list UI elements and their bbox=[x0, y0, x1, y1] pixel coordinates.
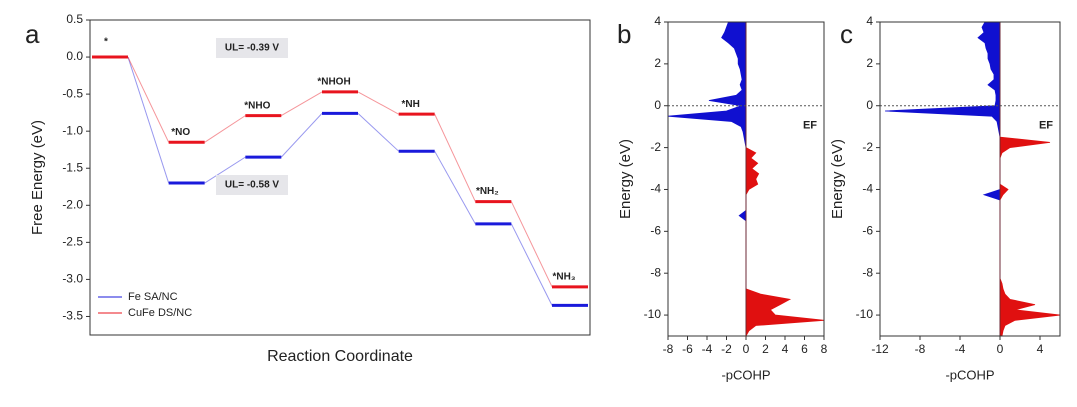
y-tick-label: -10 bbox=[644, 307, 662, 321]
y-tick-label: -6 bbox=[862, 224, 873, 238]
y-tick-label: -2 bbox=[862, 140, 873, 154]
x-tick-label: -4 bbox=[955, 342, 966, 356]
x-axis-label: -pCOHP bbox=[945, 367, 994, 382]
pcohp-area bbox=[667, 21, 747, 336]
annotation: UL= -0.39 V bbox=[225, 43, 280, 54]
connector bbox=[357, 91, 399, 115]
y-tick-label: 0 bbox=[866, 98, 873, 112]
x-tick-label: -12 bbox=[871, 342, 889, 356]
y-tick-label: 0.0 bbox=[66, 49, 83, 63]
connector bbox=[434, 150, 476, 225]
connector bbox=[127, 56, 170, 143]
x-tick-label: 0 bbox=[997, 342, 1004, 356]
step-label: * bbox=[104, 37, 108, 48]
connector bbox=[434, 113, 476, 202]
connector bbox=[204, 156, 246, 184]
x-tick-label: 4 bbox=[1037, 342, 1044, 356]
y-axis-label: Energy (eV) bbox=[829, 139, 846, 219]
y-tick-label: -4 bbox=[650, 182, 661, 196]
x-tick-label: 8 bbox=[821, 342, 828, 356]
panel-label: a bbox=[25, 19, 40, 49]
y-tick-label: -6 bbox=[650, 224, 661, 238]
connector bbox=[204, 115, 246, 143]
y-tick-label: 0.5 bbox=[66, 12, 83, 26]
y-axis-label: Free Energy (eV) bbox=[29, 120, 46, 235]
x-tick-label: 0 bbox=[743, 342, 750, 356]
annotation-bg bbox=[216, 38, 288, 58]
connector bbox=[357, 113, 400, 152]
x-tick-label: 4 bbox=[782, 342, 789, 356]
x-tick-label: -8 bbox=[663, 342, 674, 356]
connector bbox=[510, 223, 553, 306]
connector bbox=[127, 56, 170, 184]
x-tick-label: -2 bbox=[721, 342, 732, 356]
y-tick-label: -3.0 bbox=[62, 272, 83, 286]
pcohp-area bbox=[745, 22, 825, 338]
step-label: *NH₂ bbox=[476, 186, 499, 197]
legend-label: CuFe DS/NC bbox=[128, 307, 192, 319]
y-tick-label: -8 bbox=[862, 265, 873, 279]
x-tick-label: -4 bbox=[702, 342, 713, 356]
y-tick-label: -10 bbox=[856, 307, 874, 321]
plot-frame bbox=[667, 21, 825, 337]
y-tick-label: 4 bbox=[866, 14, 873, 28]
y-tick-label: 2 bbox=[654, 56, 661, 70]
y-axis-label: Energy (eV) bbox=[617, 139, 634, 219]
y-tick-label: 2 bbox=[866, 56, 873, 70]
y-tick-label: -2.0 bbox=[62, 197, 83, 211]
y-tick-label: -4 bbox=[862, 182, 873, 196]
step-label: *NHOH bbox=[317, 77, 350, 88]
y-tick-label: -1.0 bbox=[62, 123, 83, 137]
connector bbox=[281, 91, 323, 117]
step-label: *NH₃ bbox=[553, 271, 576, 282]
pcohp-area bbox=[999, 22, 1061, 337]
plot-frame bbox=[89, 19, 591, 336]
fermi-label: EF bbox=[803, 120, 817, 132]
annotation-bg bbox=[216, 175, 288, 195]
step-label: *NHO bbox=[244, 100, 270, 111]
connector bbox=[510, 201, 553, 288]
x-tick-label: 2 bbox=[762, 342, 769, 356]
panel-label: c bbox=[840, 19, 853, 49]
pcohp-area bbox=[884, 21, 1001, 336]
x-axis-label: -pCOHP bbox=[721, 367, 770, 382]
legend-label: Fe SA/NC bbox=[128, 291, 178, 303]
panel-label: b bbox=[617, 19, 631, 49]
x-tick-label: 6 bbox=[801, 342, 808, 356]
y-tick-label: -1.5 bbox=[62, 160, 83, 174]
x-axis-label: Reaction Coordinate bbox=[267, 348, 413, 365]
y-tick-label: -3.5 bbox=[62, 309, 83, 323]
y-tick-label: -8 bbox=[650, 265, 661, 279]
y-tick-label: 4 bbox=[654, 14, 661, 28]
y-tick-label: -2.5 bbox=[62, 235, 83, 249]
plot-frame bbox=[879, 21, 1061, 337]
x-tick-label: -6 bbox=[682, 342, 693, 356]
annotation: UL= -0.58 V bbox=[225, 180, 280, 191]
y-tick-label: -2 bbox=[650, 140, 661, 154]
step-label: *NH bbox=[401, 99, 419, 110]
y-tick-label: 0 bbox=[654, 98, 661, 112]
fermi-label: EF bbox=[1039, 120, 1053, 132]
x-tick-label: -8 bbox=[915, 342, 926, 356]
y-tick-label: -0.5 bbox=[62, 86, 83, 100]
step-label: *NO bbox=[171, 127, 190, 138]
connector bbox=[280, 113, 323, 158]
